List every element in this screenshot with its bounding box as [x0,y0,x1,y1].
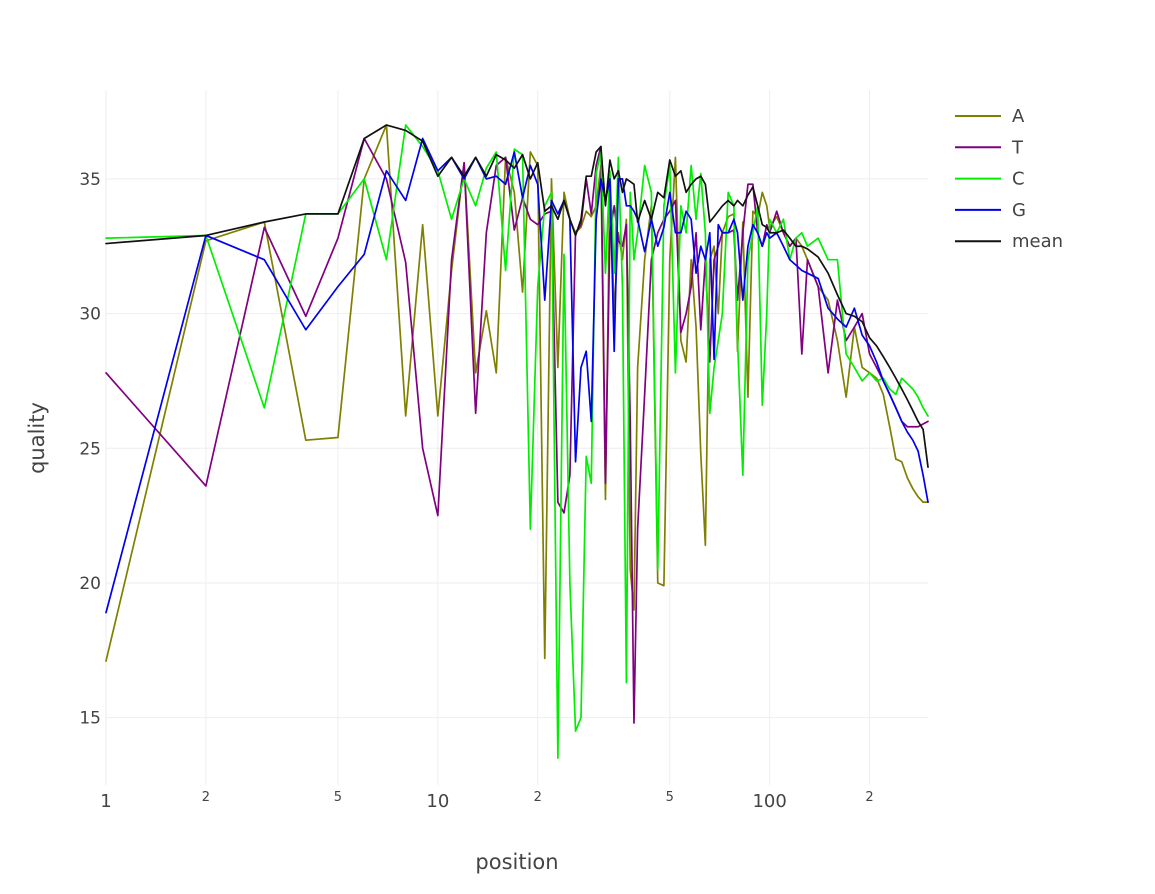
x-tick-label: 5 [666,790,674,805]
x-tick-label: 1 [100,791,111,812]
y-tick-label: 15 [79,709,101,729]
x-tick-label: 100 [752,791,786,812]
grid-lines [105,90,928,785]
series-line-G [105,137,929,614]
y-axis-title: quality [25,402,49,474]
legend-label-G: G [1012,200,1026,221]
y-tick-label: 35 [79,170,101,190]
x-tick-label: 2 [202,790,210,805]
x-tick-label: 5 [334,790,342,805]
x-tick-label: 2 [865,790,873,805]
y-tick-label: 30 [79,305,101,325]
series-line-mean [105,124,929,468]
plot-area [105,124,929,759]
x-axis-ticks: 1 2 5 10 2 5 100 2 [100,790,873,812]
legend-label-mean: mean [1012,231,1063,252]
y-tick-label: 25 [79,439,101,459]
legend-label-A: A [1012,106,1025,127]
x-axis-title: position [475,850,558,874]
x-tick-label: 10 [426,791,449,812]
series-line-T [105,137,929,724]
y-tick-label: 20 [79,574,101,594]
legend-label-C: C [1012,169,1025,190]
y-axis-ticks: 15 20 25 30 35 [79,170,101,729]
legend-label-T: T [1011,137,1024,158]
x-tick-label: 2 [534,790,542,805]
